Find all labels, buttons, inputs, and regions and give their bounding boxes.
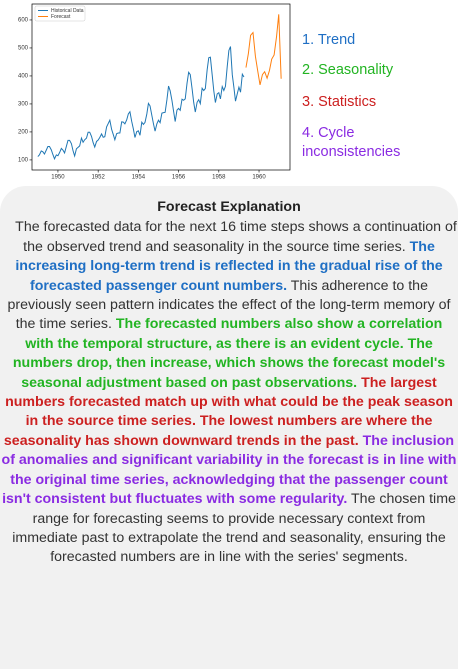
x-tick-label: 1950	[51, 175, 65, 181]
aspect-label: 3. Statistics	[302, 94, 376, 110]
x-tick-label: 1954	[132, 175, 146, 181]
y-tick-label: 300	[18, 102, 29, 108]
explanation-text: The forecasted data for the next 16 time…	[0, 218, 458, 567]
plot-frame	[31, 3, 291, 171]
chart: 100 200 300 400 500 600 1950 1952 1954 1956 1958 19…	[18, 3, 400, 181]
legend-box	[34, 5, 86, 22]
y-tick-label: 200	[18, 130, 29, 136]
aspect-label: 4. Cycle inconsistencies	[302, 125, 400, 160]
y-tick-label: 400	[18, 74, 29, 80]
aspect-label-line: inconsistencies	[302, 144, 400, 160]
explanation-segment: The forecasted data for the next 16 time…	[15, 219, 457, 255]
x-tick-label: 1956	[172, 175, 186, 181]
x-tick-label: 1958	[212, 175, 226, 181]
y-tick-label: 500	[18, 46, 29, 52]
x-tick-label: 1960	[252, 175, 266, 181]
explanation-segment: The inclusion of anomalies and significa…	[1, 432, 457, 508]
x-tick-label: 1952	[91, 175, 105, 181]
series-line	[245, 14, 282, 86]
explanation-segment: The forecasted numbers also show a corre…	[12, 316, 446, 391]
aspect-label: 1. Trend	[302, 32, 355, 48]
aspect-label-line: 4. Cycle	[302, 125, 354, 141]
explanation-segment: This adherence to the previously seen pa…	[7, 277, 451, 333]
legend-label: Historical Data	[51, 8, 84, 14]
explanation-segment: The increasing long-term trend is reflec…	[15, 238, 443, 294]
series-line	[37, 46, 245, 161]
legend-label: Forecast	[51, 14, 71, 20]
explanation-segment: The largest numbers forecasted match up …	[3, 374, 453, 449]
aspect-label: 2. Seasonality	[302, 62, 394, 78]
explanation-panel: Forecast Explanation The forecasted data…	[0, 186, 458, 669]
explanation-segment: The chosen time range for forecasting se…	[12, 491, 456, 566]
y-tick-label: 100	[18, 158, 29, 164]
y-tick-label: 600	[18, 18, 29, 24]
explanation-title: Forecast Explanation	[157, 199, 301, 215]
